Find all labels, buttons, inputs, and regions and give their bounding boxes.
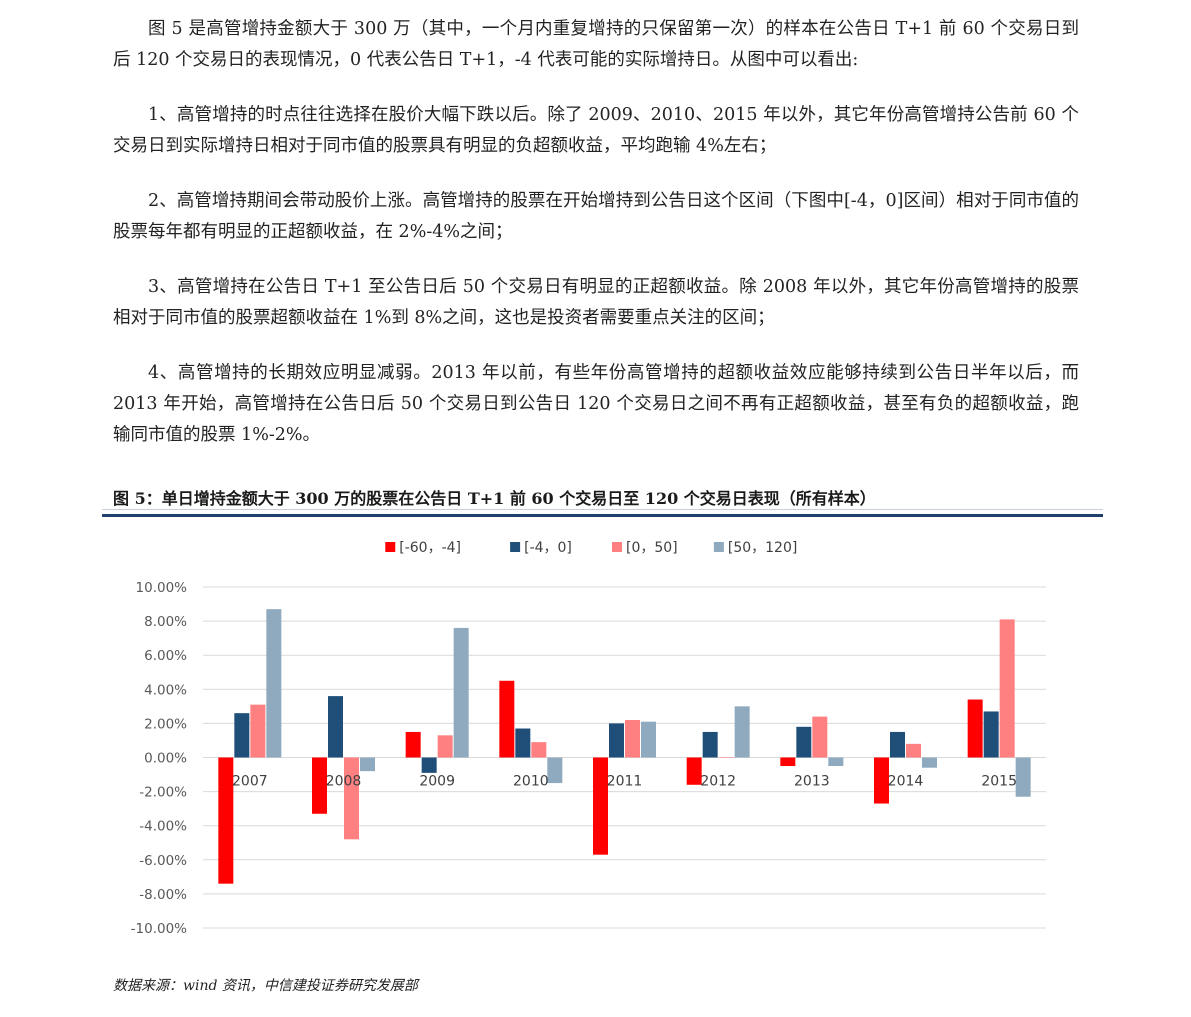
y-tick-label: 10.00% [136,580,188,596]
bar [609,723,624,758]
bar [983,711,999,758]
bar [641,721,656,758]
bar [593,757,608,855]
figure-rule [102,514,1103,517]
paragraph-point-1: 1、高管增持的时点往往选择在股价大幅下跌以后。除了 2009、2010、2015… [113,105,1079,156]
chart: 10.00% 8.00% 6.00% 4.00% 2.00% 0.00% -2.00% -4.… [102,520,1103,960]
bar [828,757,844,767]
y-tick-label: -2.00% [139,785,187,801]
bar [360,757,375,772]
legend-label: [50，120] [728,540,797,556]
y-tick-label: -8.00% [139,887,187,903]
paragraph-point-3: 3、高管增持在公告日 T+1 至公告日后 50 个交易日有明显的正超额收益。除 … [113,277,1079,328]
bar [547,757,563,784]
bar [421,757,437,773]
legend-swatch [510,542,521,552]
paragraph-point-4: 4、高管增持的长期效应明显减弱。2013 年以前，有些年份高管增持的超额收益效应… [113,363,1079,445]
bar [686,757,702,785]
bar [266,609,282,758]
bar [437,735,453,758]
y-tick-label: -4.00% [139,819,187,835]
legend-label: [0，50] [626,540,678,556]
legend-swatch [713,542,724,552]
bar [1015,757,1031,797]
x-tick-label: 2008 [326,774,362,790]
y-tick-label: 8.00% [144,614,187,630]
paragraph-intro: 图 5 是高管增持金额大于 300 万（其中，一个月内重复增持的只保留第一次）的… [113,19,1079,70]
bar [218,757,234,884]
y-tick-label: -6.00% [139,853,187,869]
bar [312,757,327,814]
y-tick-label: 6.00% [144,648,187,664]
figure-rule-thin [102,509,1103,510]
bar [734,706,750,758]
bar [702,731,718,758]
bar [718,757,734,758]
y-tick-label: -10.00% [131,921,188,937]
bar [812,716,828,758]
bar [515,728,531,758]
bar [234,713,250,758]
x-tick-label: 2014 [888,774,924,790]
bar [328,696,343,758]
paragraph-point-2: 2、高管增持期间会带动股价上涨。高管增持的股票在开始增持到公告日这个区间（下图中… [113,191,1079,242]
bar [922,757,937,768]
y-tick-label: 2.00% [144,716,187,732]
x-tick-label: 2013 [794,774,830,790]
x-tick-label: 2010 [513,774,549,790]
figure-source: 数据来源：wind 资讯，中信建投证券研究发展部 [113,978,418,994]
x-tick-label: 2015 [981,774,1017,790]
x-tick-label: 2009 [419,774,455,790]
x-tick-label: 2007 [232,774,268,790]
legend-swatch [385,542,396,552]
bar [874,757,889,804]
legend-label: [-4，0] [524,540,572,556]
figure-title: 图 5：单日增持金额大于 300 万的股票在公告日 T+1 前 60 个交易日至… [113,489,876,508]
bar [405,731,421,758]
x-tick-label: 2012 [700,774,736,790]
x-tick-label: 2011 [607,774,643,790]
bar [999,619,1015,758]
bar-chart-svg: 10.00% 8.00% 6.00% 4.00% 2.00% 0.00% -2.00% -4.… [131,540,1046,937]
bar [344,757,359,840]
bar [890,731,905,758]
legend-swatch [612,542,622,552]
y-tick-label: 0.00% [144,751,187,767]
bar [796,726,812,758]
bar [906,743,921,758]
body-text: 图 5 是高管增持金额大于 300 万（其中，一个月内重复增持的只保留第一次）的… [113,14,1079,451]
bar [453,627,469,758]
bar [780,757,796,767]
bar [531,742,547,758]
bar [967,699,983,758]
y-tick-label: 4.00% [144,682,187,698]
bar [499,680,515,758]
legend-label: [-60，-4] [399,540,461,556]
bar [625,719,640,758]
bar [250,704,266,758]
